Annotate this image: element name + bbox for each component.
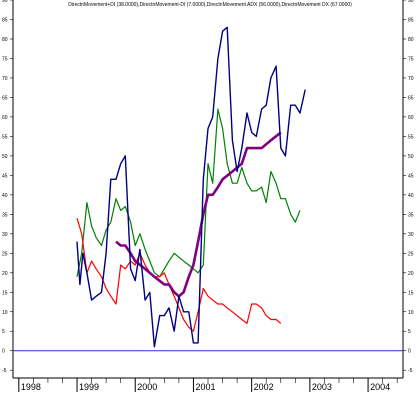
- series-line-adx: [115, 131, 282, 298]
- x-tick-label: 2000: [137, 382, 157, 392]
- x-tick-label: 1998: [21, 382, 41, 392]
- y-tick-label: 40: [2, 193, 8, 199]
- y-tick-label: 75: [408, 56, 414, 62]
- y-tick-label: 75: [2, 56, 8, 62]
- y-tick-label: 10: [408, 310, 414, 316]
- y-tick-label: 55: [2, 134, 8, 140]
- y-tick-label: 90: [408, 0, 414, 4]
- y-tick-label: 35: [2, 212, 8, 218]
- y-tick-label: 0: [408, 349, 411, 355]
- y-tick-label: 65: [2, 95, 8, 101]
- series-line-minus_di: [76, 218, 282, 332]
- y-tick-label: 5: [408, 329, 411, 335]
- y-tick-label: 50: [408, 154, 414, 160]
- y-tick-label: 20: [408, 271, 414, 277]
- y-tick-label: 25: [408, 251, 414, 257]
- y-tick-label: 60: [408, 115, 414, 121]
- y-tick-label: 35: [408, 212, 414, 218]
- x-tick-label: 2003: [312, 382, 332, 392]
- y-tick-label: 70: [408, 76, 414, 82]
- x-tick-label: 2004: [370, 382, 390, 392]
- y-tick-label: 85: [2, 17, 8, 23]
- y-tick-label: 80: [2, 37, 8, 43]
- y-tick-label: 15: [408, 290, 414, 296]
- x-tick-label: 2001: [195, 382, 215, 392]
- y-tick-label: 0: [2, 349, 5, 355]
- y-tick-label: 30: [408, 232, 414, 238]
- y-tick-label: 80: [408, 37, 414, 43]
- y-tick-label: 40: [408, 193, 414, 199]
- x-ticks: 1998 1999 2000 2001 2002 2003 2004: [18, 378, 398, 392]
- y-tick-label: 15: [2, 290, 8, 296]
- y-tick-label: 50: [2, 154, 8, 160]
- y-tick-label: 90: [2, 0, 8, 4]
- y-tick-label: 60: [2, 115, 8, 121]
- x-tick-label: 2002: [254, 382, 274, 392]
- y-tick-label: 65: [408, 95, 414, 101]
- y-tick-label: 20: [2, 271, 8, 277]
- y-tick-label: 45: [2, 173, 8, 179]
- series-layer: [76, 26, 306, 348]
- y-tick-label: 10: [2, 310, 8, 316]
- x-tick-label: 1999: [79, 382, 99, 392]
- series-line-plus_di: [76, 108, 301, 278]
- y-tick-label: -5: [408, 368, 413, 374]
- y-tick-label: 85: [408, 17, 414, 23]
- y-tick-label: 45: [408, 173, 414, 179]
- y-tick-label: 5: [2, 329, 5, 335]
- y-tick-label: 25: [2, 251, 8, 257]
- y-tick-label: 55: [408, 134, 414, 140]
- series-line-dx: [76, 26, 306, 348]
- y-tick-label: 70: [2, 76, 8, 82]
- y-tick-label: -5: [2, 368, 7, 374]
- chart-title: DirectnMovement+DI (38.0000),DirectnMove…: [68, 2, 352, 8]
- y-tick-label: 30: [2, 232, 8, 238]
